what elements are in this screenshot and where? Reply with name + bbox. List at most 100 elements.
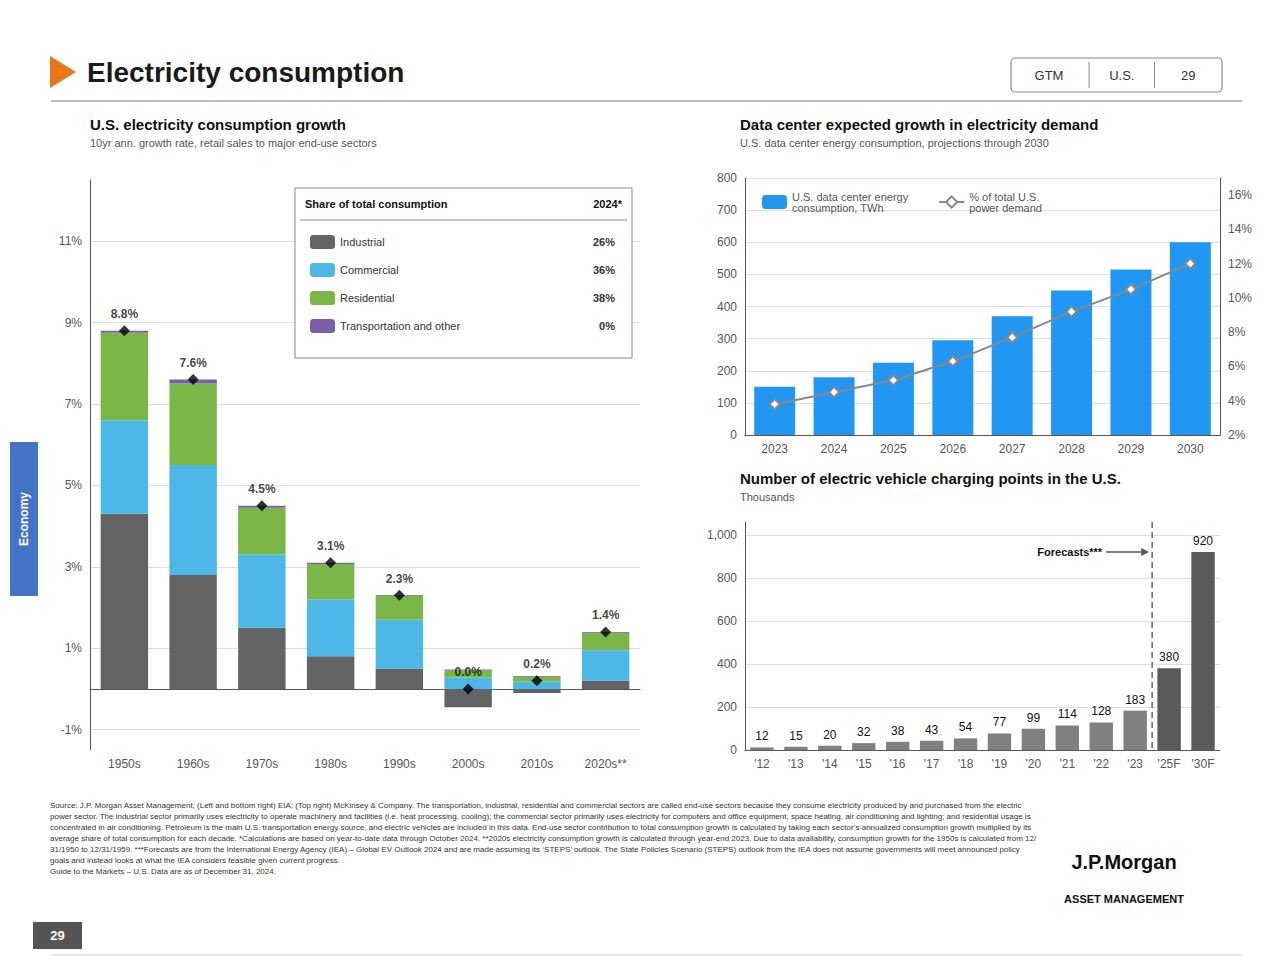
svg-text:2025: 2025 (880, 442, 907, 456)
svg-text:300: 300 (717, 332, 737, 346)
svg-text:800: 800 (717, 571, 737, 585)
svg-text:15: 15 (789, 729, 803, 743)
svg-text:0: 0 (730, 743, 737, 757)
svg-text:'25F: '25F (1158, 757, 1181, 771)
svg-text:800: 800 (717, 171, 737, 185)
svg-text:16%: 16% (1228, 188, 1252, 202)
svg-text:0%: 0% (599, 320, 615, 332)
svg-text:U.S. data center energy consum: U.S. data center energy consumption, pro… (740, 137, 1049, 149)
svg-text:average share of total consump: average share of total consumption for e… (50, 834, 1037, 843)
svg-text:31/1950 to 12/31/1959. ***Fore: 31/1950 to 12/31/1959. ***Forecasts are … (50, 845, 1022, 854)
svg-text:power demand: power demand (969, 202, 1042, 214)
svg-text:'12: '12 (754, 757, 770, 771)
svg-text:10yr ann. growth rate, retail: 10yr ann. growth rate, retail sales to m… (90, 137, 377, 149)
svg-text:'30F: '30F (1192, 757, 1215, 771)
svg-text:Economy: Economy (17, 492, 31, 546)
svg-text:2023: 2023 (761, 442, 788, 456)
svg-text:2029: 2029 (1118, 442, 1145, 456)
svg-text:7%: 7% (65, 397, 83, 411)
svg-text:'19: '19 (992, 757, 1008, 771)
svg-text:1980s: 1980s (314, 757, 347, 771)
svg-text:0.0%: 0.0% (454, 665, 482, 679)
svg-text:Source: J.P. Morgan Asset Mana: Source: J.P. Morgan Asset Management; (L… (50, 801, 1024, 810)
svg-text:'22: '22 (1093, 757, 1109, 771)
svg-text:2027: 2027 (999, 442, 1026, 456)
svg-text:14%: 14% (1228, 222, 1252, 236)
svg-text:11%: 11% (59, 234, 82, 248)
svg-text:Guide to the Markets – U.S. Da: Guide to the Markets – U.S. Data are as … (50, 867, 276, 876)
svg-text:114: 114 (1058, 707, 1077, 721)
svg-text:goals and instead looks at wha: goals and instead looks at what the IEA … (50, 856, 340, 865)
svg-text:2020s**: 2020s** (585, 757, 627, 771)
svg-text:200: 200 (717, 700, 737, 714)
svg-text:12: 12 (755, 729, 769, 743)
svg-text:1,000: 1,000 (707, 528, 737, 542)
svg-text:100: 100 (717, 396, 737, 410)
svg-text:Number of electric vehicle cha: Number of electric vehicle charging poin… (740, 470, 1121, 487)
svg-text:2010s: 2010s (521, 757, 554, 771)
svg-text:400: 400 (717, 657, 737, 671)
svg-text:700: 700 (717, 203, 737, 217)
svg-text:GTM: GTM (1035, 68, 1064, 83)
svg-text:2024*: 2024* (593, 198, 622, 210)
svg-text:1990s: 1990s (383, 757, 416, 771)
svg-text:5%: 5% (65, 478, 83, 492)
svg-text:12%: 12% (1228, 257, 1252, 271)
svg-text:1950s: 1950s (108, 757, 141, 771)
svg-text:32: 32 (857, 725, 871, 739)
svg-text:1960s: 1960s (177, 757, 210, 771)
svg-text:'17: '17 (924, 757, 940, 771)
svg-text:2026: 2026 (939, 442, 966, 456)
svg-text:200: 200 (717, 364, 737, 378)
svg-text:'15: '15 (856, 757, 872, 771)
svg-text:0: 0 (730, 428, 737, 442)
svg-text:Share of total consumption: Share of total consumption (305, 198, 448, 210)
svg-text:38: 38 (891, 724, 905, 738)
svg-text:36%: 36% (593, 264, 615, 276)
svg-text:-1%: -1% (61, 723, 83, 737)
svg-text:'13: '13 (788, 757, 804, 771)
svg-text:8.8%: 8.8% (111, 307, 139, 321)
svg-text:Thousands: Thousands (740, 491, 795, 503)
svg-text:1%: 1% (65, 641, 83, 655)
svg-text:Electricity consumption: Electricity consumption (87, 57, 404, 88)
svg-text:600: 600 (717, 614, 737, 628)
svg-text:600: 600 (717, 235, 737, 249)
svg-text:2028: 2028 (1058, 442, 1085, 456)
svg-text:1970s: 1970s (246, 757, 279, 771)
svg-text:38%: 38% (593, 292, 615, 304)
svg-text:0.2%: 0.2% (523, 657, 551, 671)
svg-text:400: 400 (717, 300, 737, 314)
svg-text:2024: 2024 (821, 442, 848, 456)
svg-text:128: 128 (1091, 704, 1111, 718)
svg-text:20: 20 (823, 728, 837, 742)
svg-text:500: 500 (717, 267, 737, 281)
svg-text:2.3%: 2.3% (386, 572, 414, 586)
svg-text:Forecasts***: Forecasts*** (1037, 546, 1103, 558)
svg-text:7.6%: 7.6% (179, 356, 207, 370)
svg-text:Residential: Residential (340, 292, 394, 304)
svg-text:'21: '21 (1060, 757, 1076, 771)
svg-text:U.S.: U.S. (1109, 68, 1134, 83)
svg-text:4.5%: 4.5% (248, 482, 276, 496)
svg-text:183: 183 (1125, 693, 1145, 707)
svg-text:54: 54 (959, 720, 973, 734)
svg-text:concentrated in air conditioni: concentrated in air conditioning. Petrol… (50, 823, 1033, 832)
svg-text:ASSET MANAGEMENT: ASSET MANAGEMENT (1064, 893, 1184, 905)
svg-text:8%: 8% (1228, 325, 1246, 339)
svg-text:43: 43 (925, 723, 939, 737)
svg-text:'20: '20 (1026, 757, 1042, 771)
svg-text:power sector. The industrial s: power sector. The industrial sector prim… (50, 812, 1033, 821)
svg-text:U.S. electricity consumption g: U.S. electricity consumption growth (90, 116, 346, 133)
svg-text:77: 77 (993, 715, 1007, 729)
svg-text:6%: 6% (1228, 359, 1246, 373)
svg-text:J.P.Morgan: J.P.Morgan (1071, 851, 1176, 873)
svg-text:29: 29 (50, 928, 64, 943)
svg-text:'23: '23 (1127, 757, 1143, 771)
svg-text:Transportation and other: Transportation and other (340, 320, 460, 332)
svg-text:3%: 3% (65, 560, 83, 574)
svg-text:consumption, TWh: consumption, TWh (792, 202, 884, 214)
svg-text:29: 29 (1181, 68, 1195, 83)
svg-text:2%: 2% (1228, 428, 1246, 442)
svg-text:'14: '14 (822, 757, 838, 771)
